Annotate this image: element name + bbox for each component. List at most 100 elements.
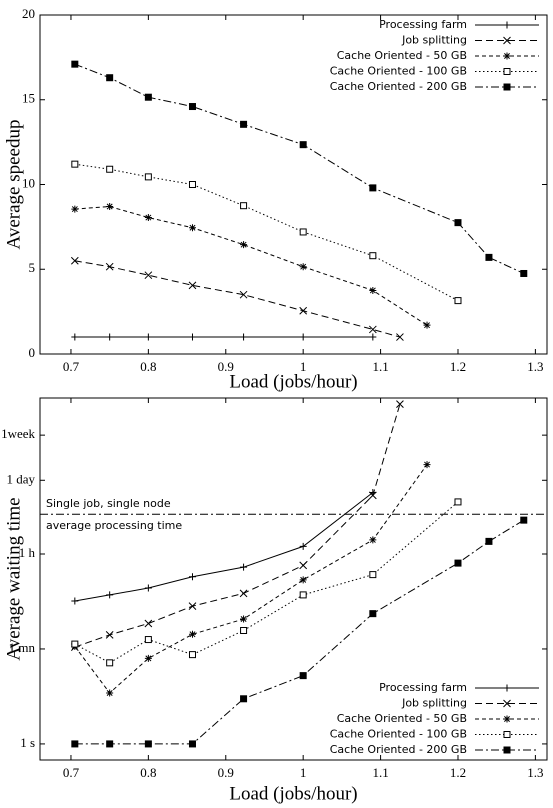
- plot-frame: [39, 14, 548, 355]
- y-tick-label: 20: [22, 6, 35, 21]
- series-line: [74, 404, 401, 648]
- marker: [144, 619, 153, 628]
- marker: [106, 74, 114, 82]
- marker: [240, 563, 248, 571]
- y-tick-label: 5: [29, 260, 36, 275]
- marker: [454, 219, 462, 227]
- y-tick-label: 15: [22, 91, 35, 106]
- x-tick-label: 0.9: [218, 765, 234, 780]
- x-tick-label: 1.1: [372, 765, 388, 780]
- y-tick-label: 10: [22, 175, 35, 190]
- marker: [240, 202, 248, 210]
- marker: [144, 584, 152, 592]
- y-tick-label: 1 mn: [9, 640, 36, 655]
- series-line: [74, 206, 428, 326]
- x-tick-label: 1.2: [450, 359, 466, 374]
- marker: [188, 740, 196, 748]
- marker: [369, 286, 377, 294]
- marker: [503, 715, 511, 723]
- marker: [503, 83, 511, 91]
- marker: [188, 281, 197, 290]
- marker: [240, 333, 248, 341]
- y-tick-label: 1 s: [20, 735, 35, 750]
- marker: [144, 214, 152, 222]
- marker: [106, 689, 114, 697]
- legend-label: Cache Oriented - 200 GB: [330, 743, 467, 756]
- marker: [240, 695, 248, 703]
- marker: [144, 271, 153, 280]
- marker: [71, 640, 79, 648]
- marker: [105, 631, 114, 639]
- x-tick-label: 0.8: [140, 765, 156, 780]
- marker: [188, 181, 196, 188]
- x-tick-label: 1.2: [450, 765, 466, 780]
- marker: [520, 269, 528, 277]
- marker: [188, 573, 196, 581]
- marker: [454, 559, 462, 567]
- marker: [369, 610, 377, 618]
- x-tick-label: 1.1: [372, 359, 388, 374]
- legend-label: Processing farm: [379, 18, 467, 31]
- y-tick-label: 1week: [1, 426, 35, 441]
- legend: Processing farm Job splitting Cache Orient…: [330, 18, 539, 93]
- marker: [396, 333, 404, 341]
- x-tick-label: 1.3: [527, 359, 543, 374]
- marker: [299, 576, 307, 584]
- marker: [144, 654, 152, 662]
- legend-label: Cache Oriented - 100 GB: [330, 728, 467, 741]
- marker: [71, 333, 79, 341]
- marker: [240, 626, 248, 634]
- marker: [423, 321, 431, 329]
- x-tick-label: 1: [300, 765, 307, 780]
- marker: [369, 333, 377, 341]
- legend-label: Cache Oriented - 100 GB: [330, 65, 467, 78]
- marker: [71, 60, 79, 68]
- marker: [144, 173, 152, 181]
- marker: [520, 516, 528, 524]
- marker: [299, 672, 307, 680]
- marker: [106, 333, 114, 341]
- marker: [299, 306, 308, 315]
- marker: [144, 93, 152, 101]
- marker: [188, 224, 196, 232]
- marker: [188, 651, 196, 659]
- marker: [105, 262, 114, 271]
- marker: [485, 537, 493, 545]
- y-tick-label: 1 h: [19, 545, 36, 560]
- marker: [71, 597, 79, 605]
- marker: [299, 561, 308, 570]
- marker: [299, 591, 307, 599]
- marker: [485, 253, 493, 261]
- marker: [299, 141, 307, 149]
- marker: [503, 746, 511, 754]
- x-tick-label: 0.8: [140, 359, 156, 374]
- y-tick-label: 0: [29, 345, 36, 360]
- x-tick-label: 0.7: [63, 765, 80, 780]
- series-line: [74, 464, 428, 694]
- marker: [70, 256, 79, 265]
- y-axis-label: Average waiting time: [3, 497, 24, 660]
- marker: [188, 103, 196, 111]
- marker: [299, 263, 307, 271]
- x-tick-label: 0.7: [63, 359, 80, 374]
- marker: [239, 290, 248, 299]
- marker: [188, 602, 197, 610]
- marker: [106, 591, 114, 599]
- marker: [369, 571, 377, 579]
- series-line: [74, 63, 524, 274]
- marker: [396, 400, 404, 409]
- marker: [503, 684, 511, 692]
- marker: [71, 160, 79, 168]
- reference-label: Single job, single node: [46, 497, 171, 510]
- x-axis-label: Load (jobs/hour): [229, 783, 357, 804]
- series-line: [74, 163, 459, 302]
- legend-label: Job splitting: [401, 697, 467, 710]
- marker: [369, 252, 377, 260]
- legend-label: Cache Oriented - 50 GB: [337, 49, 467, 62]
- marker: [454, 498, 462, 506]
- legend-label: Cache Oriented - 50 GB: [337, 712, 467, 725]
- marker: [423, 461, 431, 469]
- series-line: [74, 519, 525, 745]
- marker: [188, 630, 196, 638]
